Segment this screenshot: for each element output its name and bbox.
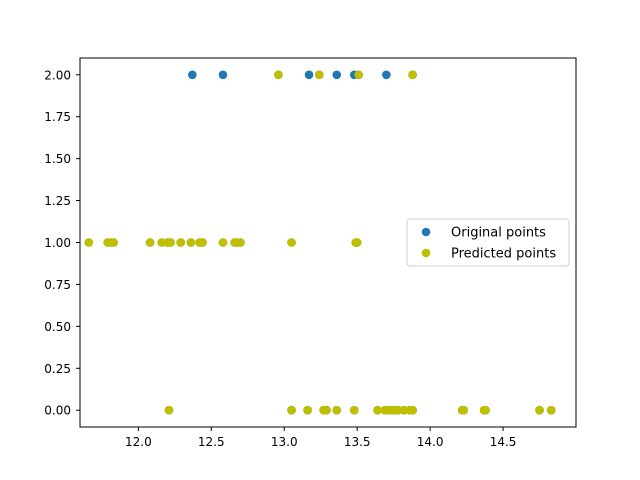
y-tick-label: 1.50 bbox=[44, 152, 71, 166]
data-point bbox=[274, 70, 283, 80]
legend: Original points Predicted points bbox=[406, 218, 570, 267]
data-point bbox=[354, 70, 363, 80]
series-predicted-points bbox=[84, 70, 556, 415]
y-tick-label: 0.50 bbox=[44, 320, 71, 334]
data-point bbox=[352, 238, 362, 247]
data-point bbox=[408, 70, 417, 80]
y-tick-label: 1.75 bbox=[44, 110, 71, 124]
data-point bbox=[109, 238, 118, 247]
y-tick-label: 0.00 bbox=[44, 404, 71, 418]
legend-box bbox=[406, 218, 570, 267]
data-point bbox=[303, 405, 312, 415]
y-tick-label: 2.00 bbox=[44, 68, 71, 82]
data-point bbox=[164, 405, 174, 415]
data-point bbox=[332, 70, 342, 80]
x-tick-label: 12.0 bbox=[125, 435, 152, 449]
data-point bbox=[188, 70, 197, 80]
plot-area bbox=[84, 70, 556, 415]
data-point bbox=[332, 405, 342, 415]
x-tick-label: 13.5 bbox=[344, 435, 371, 449]
data-point bbox=[322, 405, 331, 415]
y-tick-label: 0.75 bbox=[44, 278, 71, 292]
y-tick-label: 1.25 bbox=[44, 194, 71, 208]
data-point bbox=[84, 238, 94, 247]
data-point bbox=[408, 405, 417, 415]
data-point bbox=[218, 70, 228, 80]
data-point bbox=[314, 70, 324, 80]
legend-label: Predicted points bbox=[451, 247, 556, 262]
data-point bbox=[382, 70, 391, 80]
x-tick-label: 13.0 bbox=[271, 435, 298, 449]
data-point bbox=[373, 405, 382, 415]
data-point bbox=[459, 405, 468, 415]
data-point bbox=[304, 70, 314, 80]
data-point bbox=[145, 238, 155, 247]
legend-marker bbox=[421, 227, 431, 237]
data-point bbox=[186, 238, 196, 247]
data-point bbox=[287, 405, 296, 415]
data-point bbox=[349, 405, 359, 415]
data-point bbox=[166, 238, 175, 247]
data-point bbox=[218, 238, 228, 247]
x-tick-label: 14.5 bbox=[490, 435, 517, 449]
data-point bbox=[546, 405, 556, 415]
y-tick-label: 0.25 bbox=[44, 362, 71, 376]
axes: 12.0 12.5 13.0 13.5 14.0 14.5 0.00 0.25 0.50 0.75… bbox=[44, 57, 577, 449]
legend-marker bbox=[421, 248, 431, 258]
data-point bbox=[535, 405, 544, 415]
data-point bbox=[176, 238, 185, 247]
x-tick-label: 12.5 bbox=[198, 435, 225, 449]
y-tick-label: 1.00 bbox=[44, 236, 71, 250]
legend-label: Original points bbox=[451, 226, 546, 241]
data-point bbox=[198, 238, 207, 247]
data-point bbox=[287, 238, 296, 247]
data-point bbox=[481, 405, 490, 415]
x-tick-label: 14.0 bbox=[417, 435, 444, 449]
data-point bbox=[236, 238, 245, 247]
